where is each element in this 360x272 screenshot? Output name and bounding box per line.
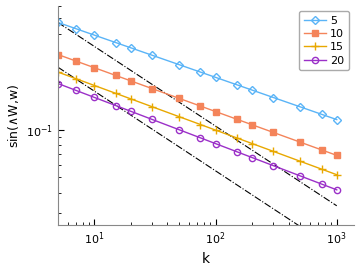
5: [271, 96, 275, 99]
10: [177, 97, 181, 100]
20: [177, 128, 181, 131]
5: [56, 21, 60, 24]
10: [92, 66, 96, 69]
20: [319, 183, 324, 186]
Legend: 5, 10, 15, 20: 5, 10, 15, 20: [299, 11, 349, 70]
10: [150, 87, 154, 90]
15: [235, 136, 239, 140]
10: [334, 154, 339, 157]
5: [213, 76, 218, 79]
15: [334, 173, 339, 176]
20: [129, 110, 133, 113]
15: [73, 77, 78, 80]
5: [150, 54, 154, 57]
10: [235, 118, 239, 121]
20: [198, 136, 203, 140]
15: [298, 160, 302, 163]
10: [298, 141, 302, 144]
15: [213, 128, 218, 132]
5: [334, 118, 339, 121]
20: [73, 89, 78, 92]
20: [114, 104, 118, 107]
Line: 20: 20: [55, 81, 340, 193]
15: [56, 70, 60, 74]
15: [250, 142, 254, 145]
5: [177, 63, 181, 66]
20: [334, 188, 339, 191]
Y-axis label: sin($\wedge$W,w): sin($\wedge$W,w): [5, 83, 21, 148]
20: [250, 156, 254, 159]
10: [319, 148, 324, 152]
15: [129, 97, 133, 101]
20: [92, 96, 96, 99]
15: [198, 123, 203, 126]
10: [56, 53, 60, 56]
15: [92, 84, 96, 87]
5: [92, 33, 96, 37]
10: [73, 59, 78, 63]
10: [250, 123, 254, 126]
Line: 15: 15: [54, 68, 341, 178]
5: [129, 46, 133, 50]
5: [250, 88, 254, 92]
5: [298, 105, 302, 109]
10: [198, 104, 203, 108]
20: [150, 118, 154, 121]
5: [73, 27, 78, 30]
15: [271, 150, 275, 153]
10: [213, 110, 218, 113]
Line: 10: 10: [55, 52, 339, 158]
20: [298, 174, 302, 178]
20: [213, 142, 218, 145]
5: [198, 70, 203, 74]
X-axis label: k: k: [202, 252, 210, 267]
10: [114, 74, 118, 77]
5: [235, 83, 239, 86]
Line: 5: 5: [55, 19, 340, 123]
15: [177, 115, 181, 118]
5: [319, 113, 324, 116]
15: [114, 92, 118, 95]
15: [319, 168, 324, 171]
15: [150, 105, 154, 109]
20: [56, 82, 60, 85]
20: [235, 150, 239, 153]
20: [271, 164, 275, 167]
5: [114, 41, 118, 44]
10: [129, 79, 133, 83]
10: [271, 131, 275, 134]
